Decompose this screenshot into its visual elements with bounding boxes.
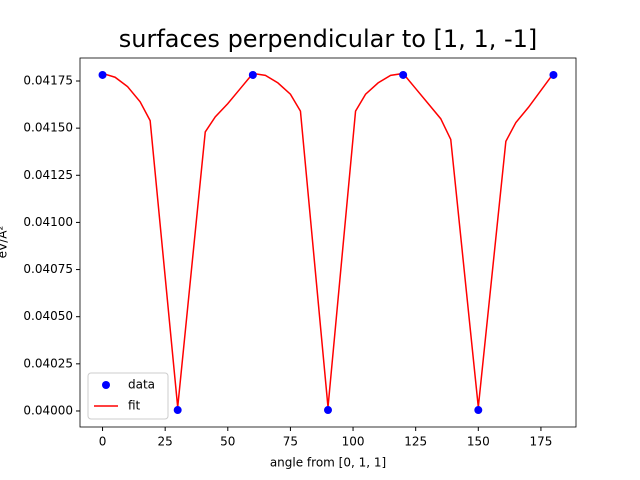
y-tick-label: 0.04100 bbox=[23, 215, 73, 229]
y-tick-label: 0.04150 bbox=[23, 121, 73, 135]
x-tick-label: 25 bbox=[158, 435, 173, 449]
x-tick-label: 75 bbox=[283, 435, 298, 449]
x-tick-label: 100 bbox=[342, 435, 365, 449]
y-tick-label: 0.04050 bbox=[23, 309, 73, 323]
x-axis-label: angle from [0, 1, 1] bbox=[270, 456, 386, 470]
legend-marker bbox=[102, 381, 110, 389]
data-point bbox=[474, 406, 483, 415]
legend-label: fit bbox=[128, 399, 141, 413]
y-tick-label: 0.04125 bbox=[23, 168, 73, 182]
legend-label: data bbox=[128, 378, 155, 392]
chart-title: surfaces perpendicular to [1, 1, -1] bbox=[119, 25, 538, 53]
y-axis-label: eV/Å² bbox=[0, 225, 10, 258]
y-tick-label: 0.04025 bbox=[23, 356, 73, 370]
plot-frame bbox=[79, 57, 577, 428]
data-point bbox=[248, 70, 257, 79]
x-tick-label: 150 bbox=[467, 435, 490, 449]
y-tick-label: 0.04000 bbox=[23, 403, 73, 417]
data-point bbox=[549, 70, 558, 79]
x-tick-label: 50 bbox=[220, 435, 235, 449]
data-point bbox=[324, 406, 332, 415]
x-tick-label: 125 bbox=[404, 435, 427, 449]
x-tick-label: 175 bbox=[529, 435, 552, 449]
data-point bbox=[399, 70, 408, 79]
data-point bbox=[98, 70, 107, 79]
x-tick-label: 0 bbox=[99, 435, 107, 449]
y-tick-label: 0.04175 bbox=[23, 74, 73, 88]
y-tick-label: 0.04075 bbox=[23, 262, 73, 276]
data-point bbox=[173, 406, 182, 415]
